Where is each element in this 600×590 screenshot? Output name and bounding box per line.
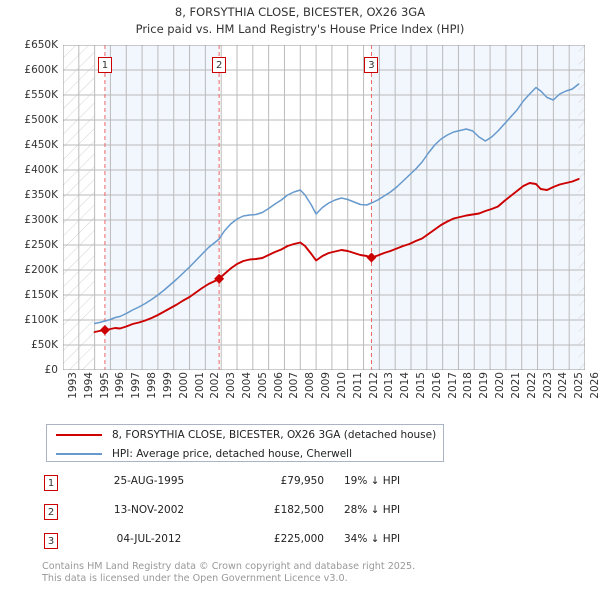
- legend-swatch-hpi: [56, 452, 102, 455]
- y-axis-tick-label: £150K: [24, 289, 58, 301]
- x-axis-tick-label: 2013: [383, 372, 396, 399]
- transaction-marker-1[interactable]: 1: [97, 57, 112, 73]
- x-axis-tick-label: 2017: [446, 372, 459, 399]
- x-axis-tick-label: 2025: [573, 372, 586, 399]
- x-axis-tick-label: 2019: [478, 372, 491, 399]
- chart-title-secondary: Price paid vs. HM Land Registry's House …: [135, 22, 465, 36]
- transaction-row: 1 25-AUG-1995 £79,950 19% ↓ HPI: [44, 472, 464, 501]
- y-axis-tick-label: £100K: [24, 314, 58, 326]
- transaction-date: 25-AUG-1995: [113, 475, 185, 487]
- x-axis-tick-label: 2006: [272, 372, 285, 399]
- y-axis-tick-label: £350K: [24, 189, 58, 201]
- chart-plot-area: [63, 45, 585, 370]
- y-axis-tick-label: £200K: [24, 264, 58, 276]
- transaction-hpi-delta: 19% ↓ HPI: [344, 475, 401, 487]
- y-axis-tick-label: £650K: [24, 39, 58, 51]
- chart-legend: 8, FORSYTHIA CLOSE, BICESTER, OX26 3GA (…: [46, 424, 444, 462]
- x-axis-tick-label: 1998: [146, 372, 159, 399]
- x-axis-tick-label: 2021: [509, 372, 522, 399]
- price-history-line-chart: [63, 45, 585, 370]
- x-axis-tick-label: 2020: [494, 372, 507, 399]
- x-axis-tick-label: 2014: [399, 372, 412, 399]
- x-axis-tick-label: 2011: [351, 372, 364, 399]
- y-axis-tick-label: £500K: [24, 114, 58, 126]
- transaction-price: £182,500: [273, 504, 324, 516]
- y-axis-tick-label: £50K: [31, 339, 58, 351]
- x-axis-tick-label: 2024: [557, 372, 570, 399]
- x-axis-tick-label: 2022: [525, 372, 538, 399]
- legend-item-hpi: HPI: Average price, detached house, Cher…: [47, 444, 443, 463]
- transaction-point-markers: [99, 252, 377, 336]
- transaction-index-badge[interactable]: 2: [44, 504, 58, 520]
- x-axis-tick-label: 2018: [462, 372, 475, 399]
- x-axis-tick-label: 1995: [98, 372, 111, 399]
- x-axis-tick-label: 2016: [430, 372, 443, 399]
- y-axis-tick-label: £600K: [24, 64, 58, 76]
- footer-line-licence: This data is licensed under the Open Gov…: [42, 572, 348, 584]
- x-axis-tick-label: 2005: [256, 372, 269, 399]
- x-axis-tick-label: 2000: [177, 372, 190, 399]
- transaction-row: 3 04-JUL-2012 £225,000 34% ↓ HPI: [44, 530, 464, 559]
- x-axis-tick-label: 2012: [367, 372, 380, 399]
- chart-gridlines: [63, 45, 585, 370]
- x-axis-tick-label: 2007: [288, 372, 301, 399]
- x-axis: 1993 1994 1995 1996 1997 1998 1999 2000 2001 2002…: [0, 372, 600, 418]
- transaction-index-badge[interactable]: 3: [44, 533, 58, 549]
- x-axis-tick-label: 2026: [589, 372, 600, 399]
- transaction-marker-lines: [104, 45, 372, 370]
- transaction-price: £79,950: [280, 475, 324, 487]
- transaction-date: 13-NOV-2002: [113, 504, 185, 516]
- y-axis-tick-label: £550K: [24, 89, 58, 101]
- chart-title-primary: 8, FORSYTHIA CLOSE, BICESTER, OX26 3GA: [174, 5, 426, 19]
- transaction-row: 2 13-NOV-2002 £182,500 28% ↓ HPI: [44, 501, 464, 530]
- x-axis-tick-label: 2015: [415, 372, 427, 399]
- chart-title-block: 8, FORSYTHIA CLOSE, BICESTER, OX26 3GA P…: [0, 4, 600, 38]
- transaction-hpi-delta: 28% ↓ HPI: [344, 504, 401, 516]
- transaction-marker-2[interactable]: 2: [212, 57, 227, 73]
- transaction-hpi-delta: 34% ↓ HPI: [344, 533, 401, 545]
- transaction-index-badge[interactable]: 1: [44, 475, 58, 491]
- y-axis-tick-label: £300K: [24, 214, 58, 226]
- transaction-date: 04-JUL-2012: [116, 533, 182, 545]
- x-axis-tick-label: 2001: [193, 372, 206, 399]
- x-axis-tick-label: 1994: [82, 372, 95, 399]
- x-axis-tick-label: 1999: [161, 372, 174, 399]
- legend-swatch-property: [56, 433, 102, 436]
- chart-series-lines: [93, 83, 580, 333]
- y-axis-tick-label: £400K: [24, 164, 58, 176]
- x-axis-tick-label: 1997: [130, 372, 143, 399]
- x-axis-tick-label: 2002: [209, 372, 222, 399]
- y-axis-tick-label: £450K: [24, 139, 58, 151]
- legend-label-property: 8, FORSYTHIA CLOSE, BICESTER, OX26 3GA (…: [112, 428, 437, 441]
- highlight-band: [104, 45, 585, 370]
- footer-line-copyright: Contains HM Land Registry data © Crown c…: [42, 561, 416, 572]
- x-axis-tick-label: 2009: [320, 372, 333, 399]
- x-axis-tick-label: 2023: [541, 372, 554, 399]
- y-axis-tick-label: £250K: [24, 239, 58, 251]
- x-axis-tick-label: 2010: [335, 372, 348, 399]
- x-axis-tick-label: 2003: [225, 372, 238, 399]
- footer-attribution: Contains HM Land Registry data © Crown c…: [42, 561, 562, 584]
- x-axis-tick-label: 1993: [67, 372, 79, 399]
- x-axis-tick-label: 1996: [114, 372, 127, 399]
- x-axis-tick-label: 2008: [304, 372, 317, 399]
- legend-label-hpi: HPI: Average price, detached house, Cher…: [112, 447, 353, 460]
- legend-item-property: 8, FORSYTHIA CLOSE, BICESTER, OX26 3GA (…: [47, 425, 443, 444]
- transaction-price: £225,000: [273, 533, 324, 545]
- transaction-marker-3[interactable]: 3: [364, 57, 379, 73]
- transaction-table: 1 25-AUG-1995 £79,950 19% ↓ HPI 2 13-NOV-2002…: [44, 472, 464, 559]
- x-axis-tick-label: 2004: [241, 372, 253, 399]
